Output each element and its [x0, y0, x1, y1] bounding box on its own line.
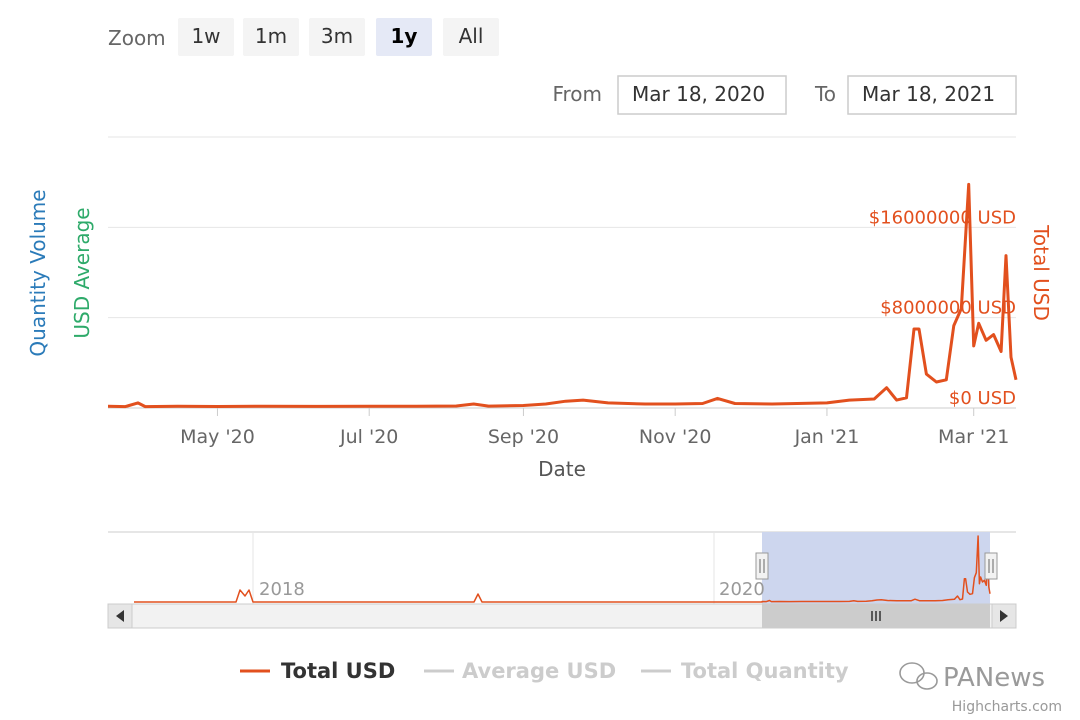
navigator[interactable]: 2018 2020: [108, 531, 1016, 604]
x-tick-label: Jul '20: [339, 426, 398, 448]
usd-average-axis-title: USD Average: [70, 207, 94, 338]
arrow-right-icon: [1000, 610, 1008, 622]
navigator-series-line: [134, 535, 991, 603]
legend-item-average-usd[interactable]: Average USD: [424, 659, 616, 683]
zoom-button-label: 1w: [191, 24, 220, 48]
zoom-button-label: 1y: [391, 24, 418, 48]
y-tick-label: $16000000 USD: [869, 207, 1016, 228]
x-tick-label: Jan '21: [794, 426, 860, 448]
panews-logo-text: PANews: [943, 663, 1045, 693]
zoom-label: Zoom: [108, 26, 166, 50]
legend-total-usd-label: Total USD: [281, 659, 395, 683]
legend-average-usd-label: Average USD: [462, 659, 616, 683]
legend: Total USD Average USD Total Quantity: [240, 659, 849, 683]
y-tick-label: $0 USD: [949, 388, 1016, 409]
from-date-input[interactable]: [617, 75, 787, 115]
scroll-right-button[interactable]: [991, 603, 1017, 629]
x-tick-label: May '20: [180, 426, 255, 448]
total-usd-axis-title: Total USD: [1029, 224, 1053, 321]
total-usd-series-line: [107, 182, 1018, 409]
y-tick-label: $8000000 USD: [880, 298, 1016, 319]
quantity-volume-axis-title: Quantity Volume: [26, 189, 50, 356]
highcharts-credits[interactable]: Highcharts.com: [952, 699, 1062, 715]
range-selector: Zoom 1w 1m 3m 1y All From Mar 18, 2020 To Ma…: [108, 18, 1017, 115]
to-date-value: Mar 18, 2021: [862, 82, 995, 106]
zoom-button-label: All: [459, 24, 484, 48]
x-tick-label: Mar '21: [938, 426, 1009, 448]
zoom-button-label: 3m: [321, 24, 353, 48]
zoom-button-1y[interactable]: 1y: [376, 18, 432, 56]
arrow-left-icon: [116, 610, 124, 622]
navigator-right-handle[interactable]: [984, 552, 998, 580]
x-axis-title: Date: [538, 457, 586, 481]
to-date-input[interactable]: [847, 75, 1017, 115]
zoom-button-1m[interactable]: 1m: [243, 18, 299, 56]
wechat-icon: [899, 662, 938, 690]
x-tick-label: Nov '20: [639, 426, 712, 448]
x-tick-label: Sep '20: [488, 426, 559, 448]
from-date-value: Mar 18, 2020: [632, 82, 765, 106]
legend-total-quantity-label: Total Quantity: [681, 659, 849, 683]
navigator-tick-2018: 2018: [259, 579, 305, 600]
zoom-button-label: 1m: [255, 24, 287, 48]
zoom-button-3m[interactable]: 3m: [309, 18, 365, 56]
navigator-tick-2020: 2020: [719, 579, 765, 600]
legend-item-total-usd[interactable]: Total USD: [240, 659, 395, 683]
zoom-button-all[interactable]: All: [443, 18, 499, 56]
zoom-button-1w[interactable]: 1w: [178, 18, 234, 56]
legend-item-total-quantity[interactable]: Total Quantity: [641, 659, 849, 683]
navigator-selected-range[interactable]: [762, 532, 990, 604]
to-label: To: [814, 82, 836, 106]
scrollbar[interactable]: [107, 603, 1017, 629]
navigator-left-handle[interactable]: [755, 552, 769, 580]
plot-area: $0 USD $8000000 USD $16000000 USD May '20 J…: [107, 136, 1018, 448]
from-label: From: [552, 82, 602, 106]
panews-watermark: PANews: [899, 662, 1045, 693]
